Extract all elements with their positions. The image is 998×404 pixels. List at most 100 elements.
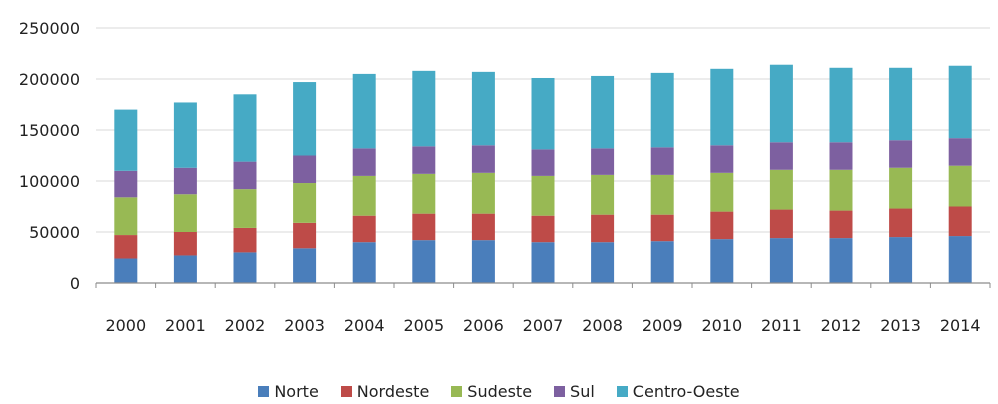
bar-sudeste-2012: [829, 169, 853, 211]
bar-sul-2013: [889, 140, 913, 168]
legend-label: Sudeste: [467, 381, 533, 401]
y-tick-label: 100000: [19, 172, 80, 191]
bar-nordeste-2013: [889, 208, 913, 238]
x-tick-label: 2003: [284, 316, 325, 335]
bar-centro-oeste-2012: [829, 67, 853, 143]
bar-sul-2001: [173, 167, 197, 195]
bar-sul-2004: [352, 148, 376, 176]
x-tick-label: 2004: [344, 316, 385, 335]
bar-nordeste-2009: [650, 214, 674, 242]
x-tick-label: 2001: [165, 316, 206, 335]
bar-norte-2005: [412, 240, 436, 283]
bar-nordeste-2014: [948, 206, 972, 237]
bar-norte-2008: [591, 242, 615, 283]
bar-sudeste-2004: [352, 175, 376, 216]
legend-label: Centro-Oeste: [632, 381, 740, 401]
bar-sudeste-2011: [769, 169, 793, 210]
x-axis-tick-labels: 2000 2001 2002 2003 2004 2005 2006 2007 2008 2009…: [105, 316, 980, 335]
bar-sudeste-2006: [471, 172, 495, 214]
legend-swatch: [451, 385, 463, 397]
bar-centro-oeste-2004: [352, 73, 376, 149]
bar-centro-oeste-2000: [114, 109, 138, 171]
bar-sudeste-2005: [412, 173, 436, 214]
bar-norte-2012: [829, 238, 853, 283]
legend-item: Nordeste: [340, 381, 430, 401]
legend-label: Sul: [570, 381, 595, 401]
bar-norte-2002: [233, 252, 257, 283]
bar-nordeste-2007: [531, 215, 555, 243]
bar-sudeste-2013: [889, 167, 913, 209]
bar-norte-2014: [948, 236, 972, 283]
bar-sudeste-2007: [531, 175, 555, 216]
bar-norte-2009: [650, 241, 674, 283]
bar-centro-oeste-2005: [412, 70, 436, 147]
bar-sudeste-2003: [293, 183, 317, 223]
bar-nordeste-2001: [173, 232, 197, 256]
legend-item: Sul: [554, 382, 595, 401]
bar-sudeste-2002: [233, 189, 257, 228]
x-tick-label: 2014: [940, 316, 981, 335]
bar-norte-2010: [710, 239, 734, 283]
bar-centro-oeste-2013: [889, 67, 913, 141]
x-tick-label: 2006: [463, 316, 504, 335]
bar-nordeste-2012: [829, 210, 853, 239]
legend-item: Sudeste: [451, 382, 532, 401]
x-tick-label: 2013: [880, 316, 921, 335]
bar-sul-2008: [591, 148, 615, 175]
bar-sudeste-2010: [710, 172, 734, 212]
bar-norte-2007: [531, 242, 555, 283]
bars: [114, 64, 972, 283]
y-tick-label: 200000: [19, 70, 80, 89]
bar-sul-2000: [114, 170, 138, 198]
bar-centro-oeste-2003: [293, 82, 317, 156]
y-tick-label: 150000: [19, 121, 80, 140]
bar-sul-2006: [471, 145, 495, 173]
bar-sul-2014: [948, 138, 972, 166]
bar-sul-2010: [710, 145, 734, 173]
bar-nordeste-2002: [233, 227, 257, 253]
legend: Norte Nordeste Sudeste Sul Centro-Oeste: [0, 378, 998, 404]
x-tick-label: 2009: [642, 316, 683, 335]
x-axis: [95, 282, 991, 288]
bar-norte-2011: [769, 238, 793, 283]
bar-nordeste-2005: [412, 213, 436, 241]
legend-swatch: [258, 385, 270, 397]
bar-nordeste-2010: [710, 211, 734, 240]
bar-centro-oeste-2010: [710, 68, 734, 146]
bar-sul-2002: [233, 161, 257, 190]
bar-centro-oeste-2006: [471, 71, 495, 146]
bar-sul-2012: [829, 142, 853, 170]
bar-sul-2005: [412, 146, 436, 174]
bar-centro-oeste-2001: [173, 102, 197, 168]
bar-centro-oeste-2011: [769, 64, 793, 143]
bar-nordeste-2006: [471, 213, 495, 241]
bar-nordeste-2003: [293, 222, 317, 249]
bar-sudeste-2000: [114, 197, 138, 236]
bar-centro-oeste-2014: [948, 65, 972, 139]
bar-sul-2003: [293, 155, 317, 184]
x-tick-label: 2010: [701, 316, 742, 335]
bar-nordeste-2008: [591, 214, 615, 243]
legend-swatch: [616, 385, 628, 397]
bar-norte-2003: [293, 248, 317, 283]
bar-sul-2011: [769, 142, 793, 170]
x-tick-label: 2002: [225, 316, 266, 335]
bar-norte-2004: [352, 242, 376, 283]
legend-swatch: [554, 385, 566, 397]
x-tick-label: 2011: [761, 316, 802, 335]
y-axis-tick-labels: 0 50000 100000 150000 200000 250000: [19, 19, 80, 293]
bar-sul-2007: [531, 149, 555, 176]
bar-sudeste-2008: [591, 174, 615, 215]
legend-label: Nordeste: [356, 381, 430, 401]
bar-norte-2001: [173, 255, 197, 283]
legend-label: Norte: [274, 381, 319, 401]
bar-sul-2009: [650, 147, 674, 175]
x-tick-label: 2008: [582, 316, 623, 335]
bar-norte-2006: [471, 240, 495, 283]
bar-nordeste-2000: [114, 235, 138, 259]
legend-swatch: [340, 385, 352, 397]
y-tick-label: 250000: [19, 19, 80, 38]
bar-centro-oeste-2008: [591, 75, 615, 149]
bar-nordeste-2011: [769, 209, 793, 239]
